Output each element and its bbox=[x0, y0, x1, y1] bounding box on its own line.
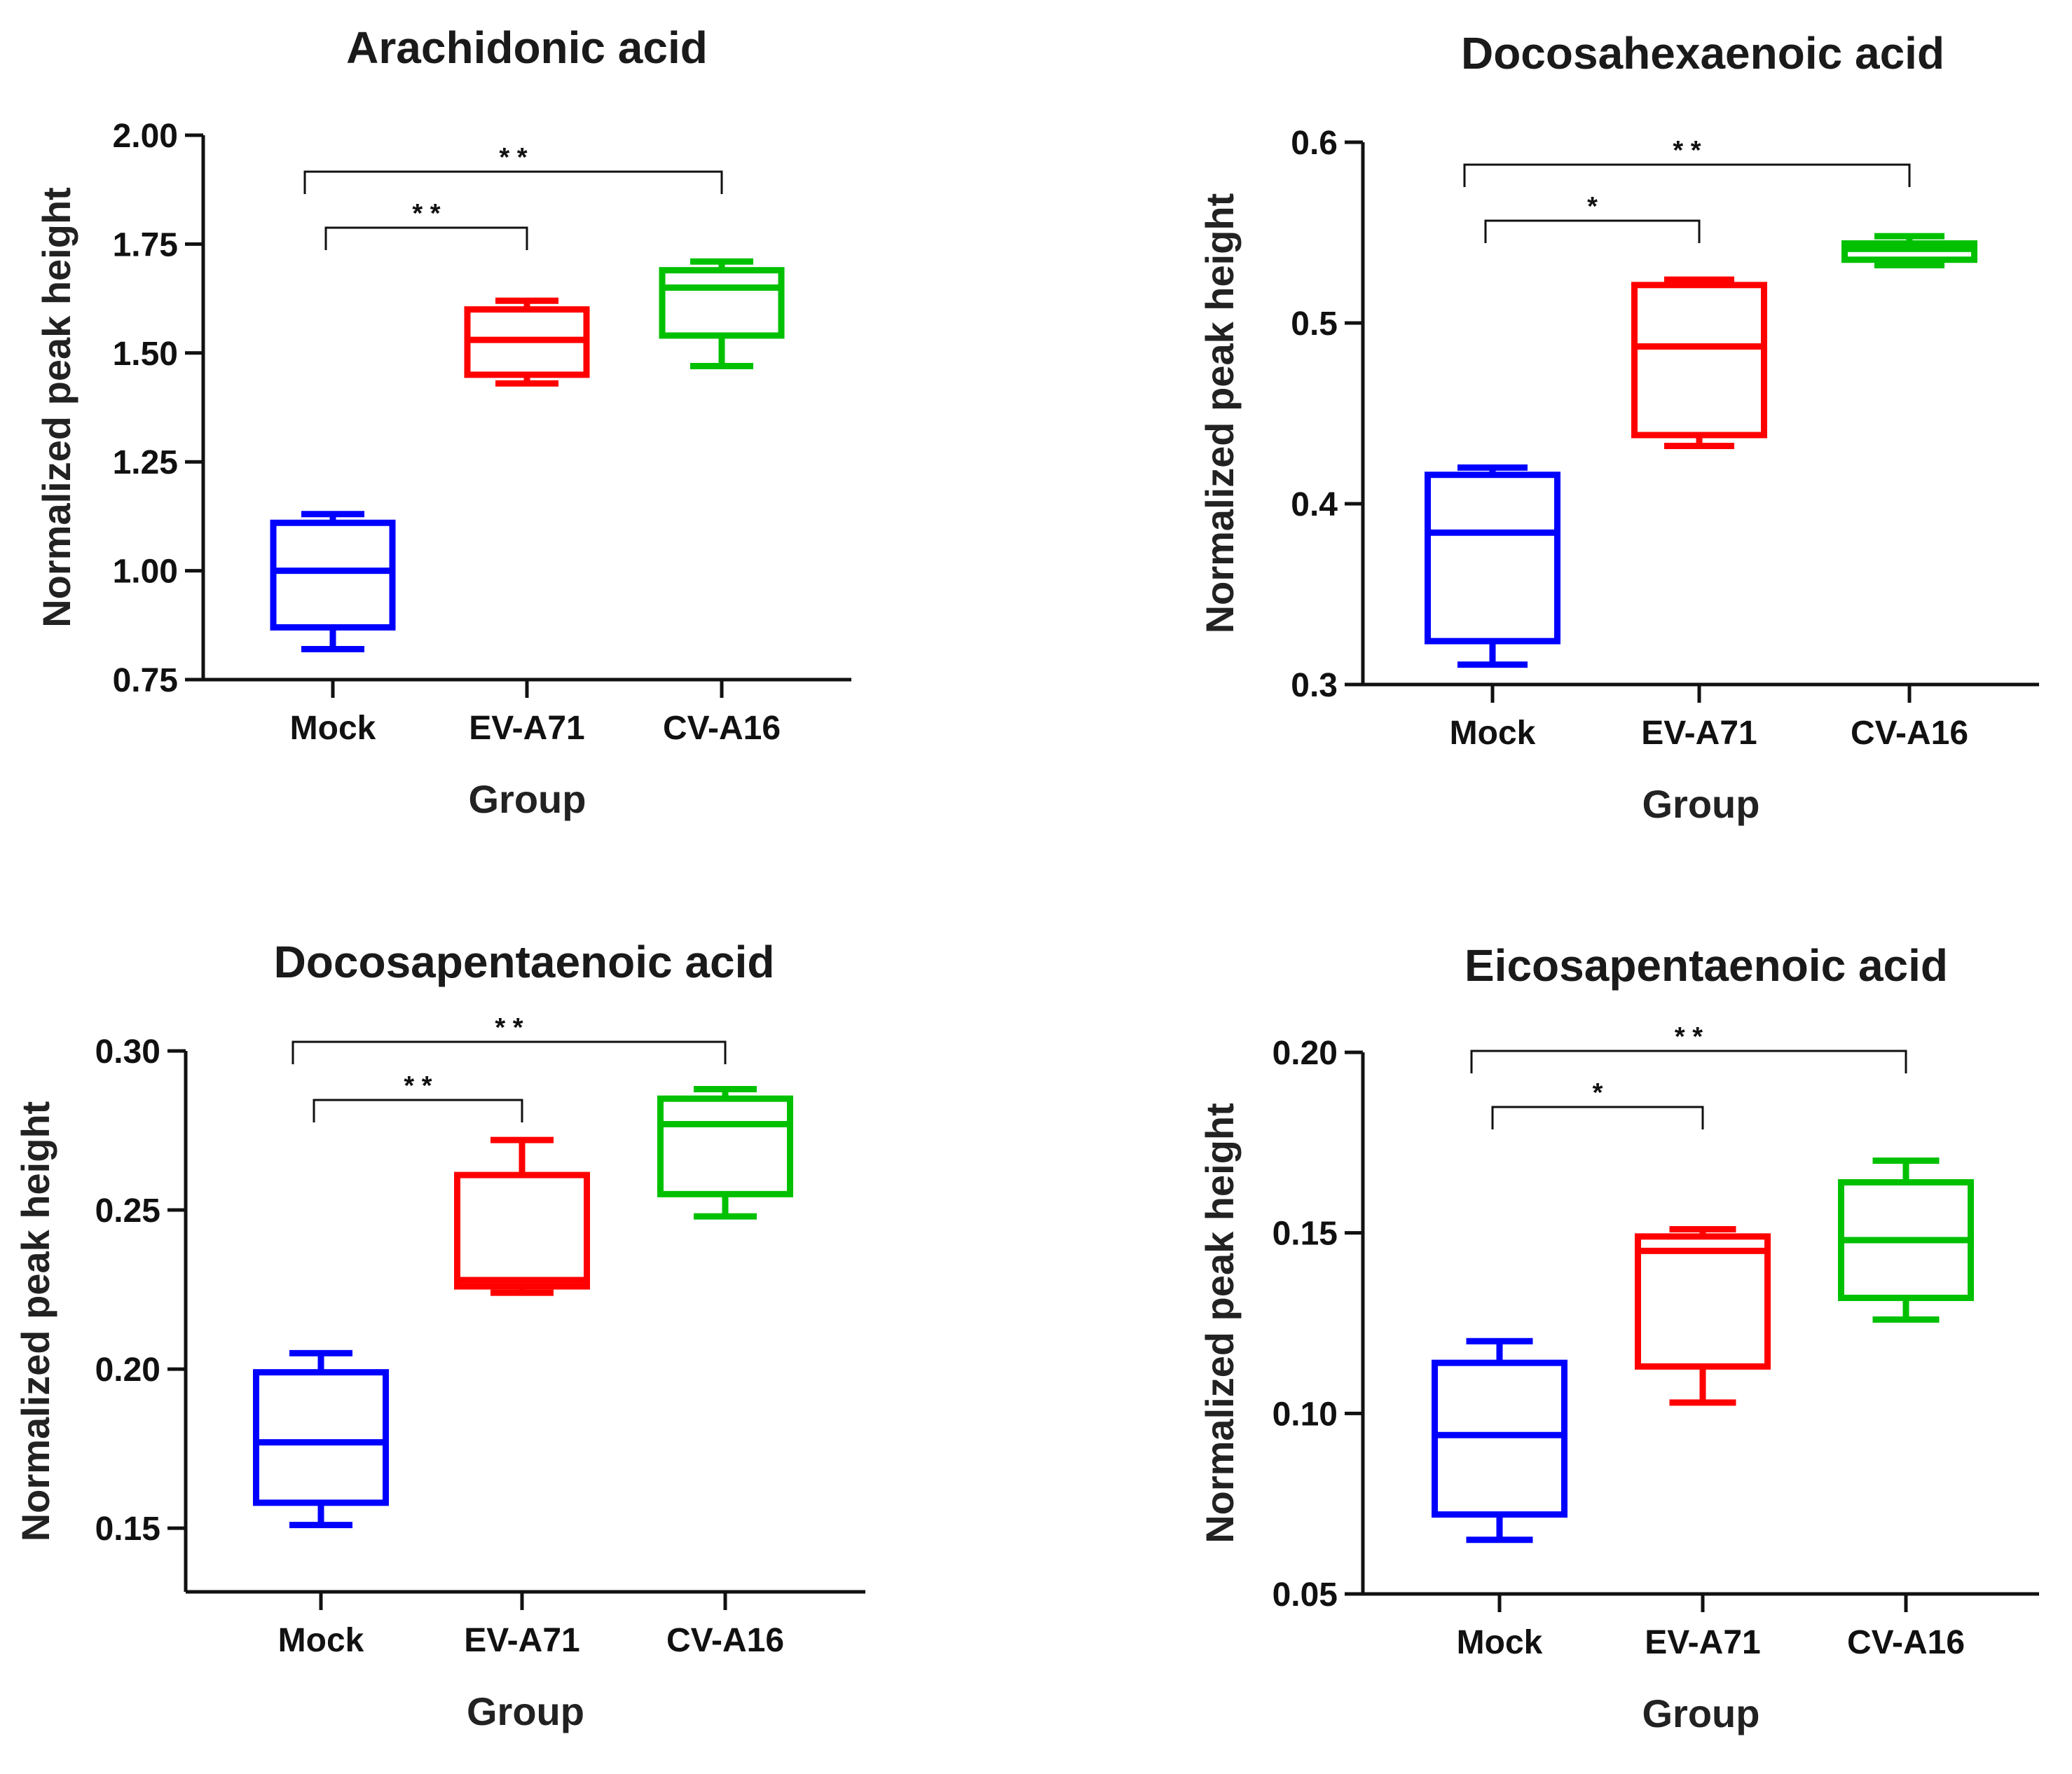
iqr-box bbox=[1635, 1233, 1771, 1370]
iqr-box bbox=[253, 1369, 389, 1506]
significance-bracket: * * bbox=[303, 143, 723, 194]
x-tick-label: EV-A71 bbox=[1645, 1624, 1760, 1661]
y-tick-label: 0.15 bbox=[1272, 1216, 1338, 1253]
y-tick-label: 0.05 bbox=[1272, 1576, 1338, 1614]
y-tick-label: 0.15 bbox=[95, 1511, 160, 1548]
iqr-box bbox=[657, 1095, 793, 1197]
significance-label: * bbox=[1587, 192, 1598, 221]
x-tick-label: EV-A71 bbox=[469, 710, 584, 747]
y-tick-label: 2.00 bbox=[113, 118, 178, 155]
box-ev-a71 bbox=[1631, 276, 1767, 449]
significance-bracket: * bbox=[1491, 1078, 1704, 1129]
box-ev-a71 bbox=[454, 1136, 590, 1296]
y-tick-label: 0.30 bbox=[95, 1033, 160, 1071]
significance-label: * * bbox=[412, 199, 440, 228]
y-tick-label: 1.75 bbox=[113, 226, 178, 263]
bracket-line bbox=[1491, 1106, 1704, 1129]
significance-label: * * bbox=[499, 143, 527, 172]
bracket-line bbox=[1463, 163, 1911, 187]
x-axis-label: Group bbox=[467, 1689, 584, 1733]
significance-bracket: * * bbox=[1470, 1022, 1907, 1073]
x-axis-label: Group bbox=[1642, 1691, 1760, 1735]
bracket-line bbox=[324, 226, 528, 250]
bracket-line bbox=[313, 1099, 523, 1122]
chart-panel-4: Eicosapentaenoic acid 0.05 0.10 0.15 0.20 Moc… bbox=[1198, 940, 2039, 1735]
significance-label: * * bbox=[495, 1013, 523, 1043]
y-tick-label: 0.75 bbox=[113, 662, 178, 699]
chart-title: Arachidonic acid bbox=[346, 22, 708, 73]
y-axis-label: Normalized peak height bbox=[34, 187, 78, 628]
significance-label: * * bbox=[404, 1071, 432, 1101]
chart-panel-1: Arachidonic acid 0.75 1.00 1.25 1.50 1.75 2.00… bbox=[34, 22, 851, 821]
x-tick-label: Mock bbox=[1450, 715, 1536, 752]
box-mock bbox=[1425, 464, 1560, 668]
iqr-box bbox=[1425, 472, 1560, 645]
bracket-line bbox=[303, 170, 723, 194]
iqr-box bbox=[1432, 1359, 1567, 1518]
x-tick-label: Mock bbox=[278, 1622, 364, 1659]
x-tick-label: EV-A71 bbox=[1641, 715, 1757, 752]
x-tick-label: CV-A16 bbox=[666, 1622, 784, 1659]
y-tick-label: 0.6 bbox=[1291, 125, 1338, 162]
y-axis-label: Normalized peak height bbox=[1198, 1103, 1242, 1543]
chart-title: Docosapentaenoic acid bbox=[274, 937, 775, 987]
y-tick-label: 0.4 bbox=[1291, 486, 1338, 523]
y-axis-label: Normalized peak height bbox=[13, 1101, 57, 1542]
x-tick-label: CV-A16 bbox=[663, 710, 781, 747]
y-tick-label: 0.25 bbox=[95, 1192, 160, 1230]
significance-label: * * bbox=[1675, 1022, 1703, 1052]
y-tick-label: 1.25 bbox=[113, 444, 178, 481]
y-tick-label: 0.20 bbox=[95, 1352, 160, 1389]
x-tick-label: CV-A16 bbox=[1851, 715, 1968, 752]
x-axis-label: Group bbox=[469, 777, 586, 821]
y-tick-label: 0.5 bbox=[1291, 305, 1338, 343]
significance-bracket: * bbox=[1484, 192, 1701, 243]
significance-bracket: * * bbox=[313, 1071, 523, 1122]
chart-panel-3: Docosapentaenoic acid 0.15 0.20 0.25 0.30 Moc… bbox=[13, 937, 865, 1733]
y-axis-label: Normalized peak height bbox=[1198, 193, 1242, 634]
x-tick-label: Mock bbox=[290, 710, 376, 747]
box-cv-a16 bbox=[657, 1085, 793, 1220]
box-cv-a16 bbox=[1838, 1157, 1974, 1323]
chart-panel-2: Docosahexaenoic acid 0.3 0.4 0.5 0.6 Mock EV-A… bbox=[1198, 28, 2039, 826]
box-ev-a71 bbox=[1635, 1226, 1771, 1406]
box-cv-a16 bbox=[1841, 233, 1977, 268]
chart-title: Docosahexaenoic acid bbox=[1461, 28, 1944, 78]
box-mock bbox=[1432, 1338, 1567, 1543]
iqr-box bbox=[1631, 282, 1767, 439]
x-tick-label: CV-A16 bbox=[1847, 1624, 1965, 1661]
chart-title: Eicosapentaenoic acid bbox=[1464, 940, 1948, 991]
bracket-line bbox=[1484, 219, 1701, 243]
significance-bracket: * * bbox=[291, 1013, 727, 1064]
x-tick-label: Mock bbox=[1457, 1624, 1543, 1661]
bracket-line bbox=[291, 1040, 727, 1064]
y-tick-label: 0.20 bbox=[1272, 1035, 1338, 1072]
significance-label: * bbox=[1593, 1078, 1603, 1108]
x-tick-label: EV-A71 bbox=[464, 1622, 579, 1659]
box-cv-a16 bbox=[659, 258, 785, 369]
iqr-box bbox=[270, 519, 396, 631]
box-mock bbox=[253, 1349, 389, 1529]
y-tick-label: 0.10 bbox=[1272, 1396, 1338, 1433]
y-tick-label: 1.00 bbox=[113, 553, 178, 591]
significance-label: * * bbox=[1673, 136, 1701, 165]
box-ev-a71 bbox=[464, 297, 590, 387]
y-tick-label: 1.50 bbox=[113, 336, 178, 373]
iqr-box bbox=[454, 1171, 590, 1290]
significance-bracket: * * bbox=[1463, 136, 1911, 187]
y-tick-label: 0.3 bbox=[1291, 667, 1338, 704]
significance-bracket: * * bbox=[324, 199, 528, 250]
box-mock bbox=[270, 511, 396, 652]
x-axis-label: Group bbox=[1642, 782, 1760, 826]
bracket-line bbox=[1470, 1050, 1907, 1073]
iqr-box bbox=[659, 267, 785, 339]
